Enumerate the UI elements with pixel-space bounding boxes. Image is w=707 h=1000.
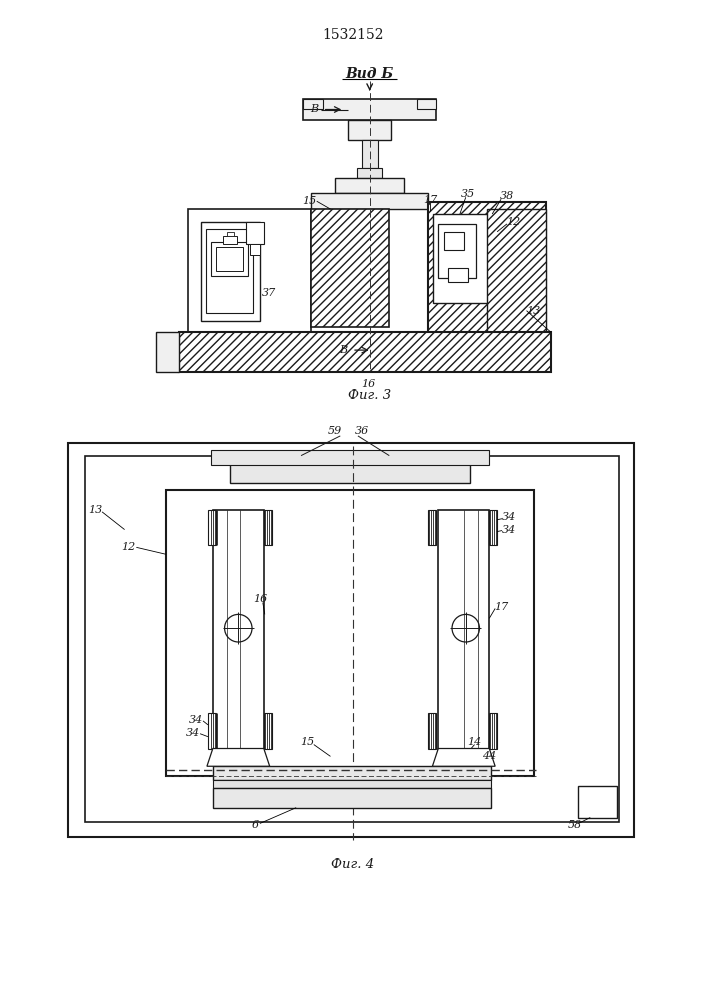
Bar: [578, 786, 617, 818]
Bar: [208, 713, 216, 748]
Bar: [213, 510, 264, 754]
Bar: [348, 120, 391, 140]
Text: 13: 13: [88, 505, 103, 515]
Text: 17: 17: [494, 601, 508, 611]
Text: 12: 12: [122, 542, 136, 552]
Text: Фиг. 3: Фиг. 3: [348, 389, 391, 402]
Bar: [311, 209, 390, 327]
Text: 34: 34: [186, 728, 200, 738]
Bar: [303, 99, 322, 109]
Bar: [362, 140, 378, 168]
Text: 1532152: 1532152: [322, 28, 384, 42]
Text: 14: 14: [467, 737, 481, 747]
Bar: [213, 780, 491, 788]
Text: 12: 12: [507, 217, 521, 227]
Bar: [211, 242, 248, 276]
Bar: [250, 244, 260, 255]
Bar: [206, 229, 253, 313]
Bar: [428, 202, 546, 340]
Bar: [489, 713, 497, 748]
Bar: [428, 510, 436, 545]
Bar: [226, 232, 235, 236]
Text: 6: 6: [252, 820, 259, 830]
Text: В: В: [310, 104, 318, 114]
Text: 36: 36: [355, 426, 369, 436]
Bar: [357, 168, 382, 178]
Text: 37: 37: [262, 288, 276, 298]
Text: Вид Б: Вид Б: [346, 67, 394, 81]
Bar: [489, 510, 497, 545]
Bar: [201, 222, 260, 321]
Text: 15: 15: [300, 737, 314, 747]
Text: 13: 13: [526, 306, 541, 316]
Text: 34: 34: [502, 512, 516, 522]
Bar: [487, 209, 546, 335]
Bar: [213, 766, 491, 780]
Bar: [303, 99, 436, 120]
Text: 16: 16: [361, 379, 376, 389]
Bar: [216, 247, 243, 271]
Bar: [211, 450, 489, 465]
Bar: [165, 490, 534, 776]
Bar: [311, 193, 428, 209]
Bar: [178, 332, 551, 372]
Text: 15: 15: [302, 196, 316, 206]
Text: Фиг. 4: Фиг. 4: [332, 858, 375, 871]
Polygon shape: [433, 748, 495, 766]
Bar: [208, 510, 216, 545]
Bar: [438, 510, 489, 754]
Bar: [335, 178, 404, 193]
Text: 16: 16: [252, 594, 267, 604]
Bar: [264, 713, 271, 748]
Text: В: В: [339, 345, 347, 355]
Bar: [264, 510, 271, 545]
Bar: [156, 332, 178, 372]
Bar: [416, 99, 436, 109]
Bar: [86, 456, 619, 822]
Bar: [428, 713, 436, 748]
Text: 44: 44: [482, 751, 496, 761]
Bar: [433, 214, 492, 303]
Bar: [223, 236, 238, 244]
Text: 34: 34: [189, 715, 204, 725]
Bar: [246, 222, 264, 244]
Text: 38: 38: [500, 191, 514, 201]
Bar: [448, 268, 468, 282]
Bar: [230, 456, 469, 483]
Bar: [213, 788, 491, 808]
Text: 59: 59: [327, 426, 341, 436]
Text: 58: 58: [568, 820, 582, 830]
Bar: [444, 232, 464, 250]
Polygon shape: [207, 748, 269, 766]
Text: 35: 35: [460, 189, 475, 199]
Bar: [68, 443, 634, 837]
Text: 17: 17: [423, 195, 438, 205]
Text: 34: 34: [502, 525, 516, 535]
Bar: [438, 224, 476, 278]
Bar: [188, 209, 311, 337]
